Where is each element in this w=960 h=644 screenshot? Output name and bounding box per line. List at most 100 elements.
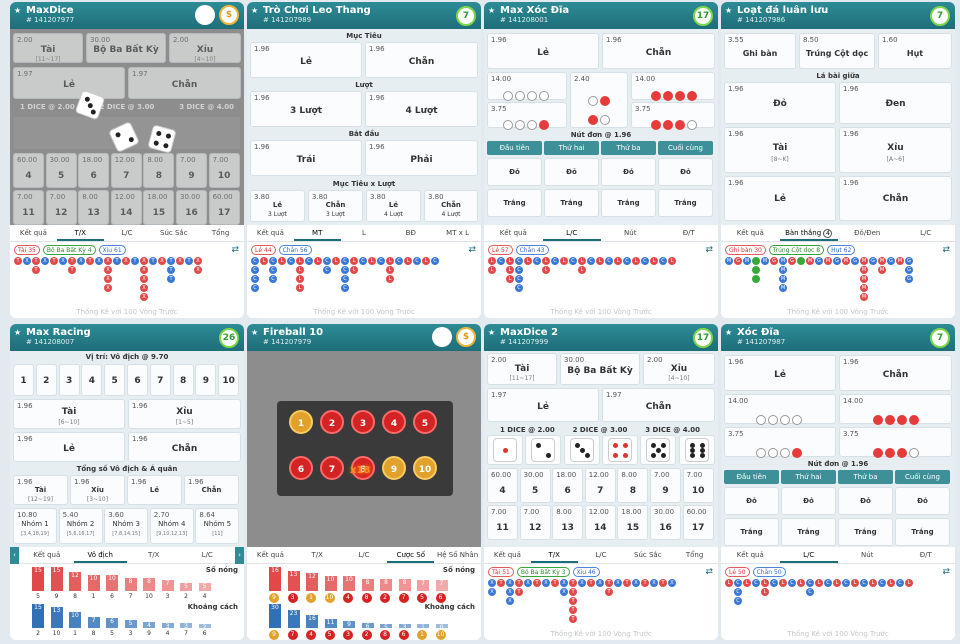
bet-3-white[interactable]: 3.75: [487, 102, 567, 130]
bet-chan[interactable]: 1.96 Chẵn: [839, 355, 952, 391]
total-bet-cell[interactable]: 30.00 16: [650, 505, 681, 540]
total-bet-cell[interactable]: 60.00 17: [208, 190, 240, 225]
bet-trang-cell[interactable]: Trắng: [544, 189, 599, 217]
chevron-left-icon[interactable]: ‹: [10, 547, 19, 564]
swap-icon[interactable]: ⇄: [231, 245, 239, 255]
bet-4-white[interactable]: 14.00: [487, 72, 567, 101]
champion-number-bet[interactable]: 9: [195, 364, 217, 396]
position-tab[interactable]: Đầu tiên: [487, 141, 542, 155]
total-bet-cell[interactable]: 7.00 10: [208, 153, 240, 188]
tab-total[interactable]: Tổng: [685, 551, 704, 559]
star-icon[interactable]: ★: [251, 328, 259, 337]
bet-trang-cell[interactable]: Trắng: [838, 518, 893, 546]
star-icon[interactable]: ★: [14, 328, 22, 337]
bet-chan[interactable]: 1.96 Chẵn: [128, 432, 241, 462]
tab-nut[interactable]: Nút: [624, 229, 637, 237]
group-bet-cell[interactable]: 5.40 Nhóm 2 [5,6,16,17]: [58, 508, 103, 544]
star-icon[interactable]: ★: [488, 6, 496, 15]
bet-le[interactable]: 1.96 Lẻ: [13, 432, 125, 462]
bet-do-cell[interactable]: Đỏ: [487, 158, 542, 186]
tab-tx[interactable]: T/X: [148, 551, 160, 559]
bet-le[interactable]: 1.97 Lẻ: [487, 388, 599, 422]
total-bet-cell[interactable]: 7.00 11: [487, 505, 518, 540]
game-card-xoc-dia[interactable]: ★ Xóc Đĩa # 141207987 7 1.96 Lẻ 1.96 Chẵn …: [721, 324, 955, 640]
bet-den[interactable]: 1.96 Đen: [839, 82, 952, 124]
tab-results[interactable]: Kết quả: [736, 229, 764, 237]
tab-results[interactable]: Kết quả: [256, 229, 284, 237]
bet-phai[interactable]: 1.96 Phải: [365, 140, 478, 176]
bet-trang-cell[interactable]: Trắng: [601, 189, 656, 217]
coin-icon[interactable]: $: [456, 327, 476, 347]
total-bet-cell[interactable]: 30.00 5: [45, 153, 77, 188]
game-card-maxdice-2[interactable]: ★ MaxDice 2 # 141207999 17 2.00 Tài [11~17…: [484, 324, 718, 640]
bet-3-red[interactable]: 3.75: [839, 427, 952, 458]
bet-do-cell[interactable]: Đỏ: [781, 487, 836, 515]
swap-icon[interactable]: ⇄: [705, 245, 713, 255]
champion-number-bet[interactable]: 3: [58, 364, 80, 396]
bet-trang-cell[interactable]: Trắng: [487, 189, 542, 217]
total-bet-cell[interactable]: 60.00 17: [682, 505, 714, 540]
bet-any-triple[interactable]: 30.00 Bộ Ba Bất Kỳ: [86, 33, 166, 63]
bet-chan[interactable]: 1.96 Chẵn: [602, 33, 715, 69]
bet-3-luot[interactable]: 1.96 3 Lượt: [250, 91, 362, 127]
tab-dt[interactable]: Đ/T: [682, 229, 695, 237]
tab-lc[interactable]: L/C: [121, 229, 133, 237]
total-bet-cell[interactable]: 7.00 9: [176, 153, 207, 188]
bet-do-cell[interactable]: Đỏ: [838, 487, 893, 515]
total-bet-cell[interactable]: 30.00 5: [519, 468, 551, 503]
tab-lc[interactable]: L/C: [358, 551, 370, 559]
total-bet-cell[interactable]: 12.00 7: [584, 468, 616, 503]
bet-le[interactable]: 1.96 Lẻ: [724, 355, 836, 391]
game-card-max-racing[interactable]: ★ Max Racing # 141208007 26 Vị trí: Vô đ…: [10, 324, 244, 640]
position-tab[interactable]: Thứ hai: [544, 141, 599, 155]
star-icon[interactable]: ★: [725, 328, 733, 337]
dice-bet-cell[interactable]: [487, 435, 523, 465]
bet-3-red[interactable]: 3.75: [631, 102, 715, 130]
dice-bet-cell[interactable]: [640, 435, 677, 465]
bet-trai[interactable]: 1.96 Trái: [250, 140, 362, 176]
sum-bet-cell[interactable]: 1.96 Xỉu [3~10]: [70, 475, 125, 505]
tab-bd[interactable]: BĐ: [405, 229, 416, 237]
bet-trung-cot-doc[interactable]: 8.50 Trúng Cột dọc: [799, 33, 875, 69]
bet-do-cell[interactable]: Đỏ: [895, 487, 950, 515]
bet-hut[interactable]: 1.60 Hụt: [878, 33, 952, 69]
star-icon[interactable]: ★: [725, 6, 733, 15]
group-bet-cell[interactable]: 3.60 Nhóm 3 [7,8,14,15]: [104, 508, 149, 544]
total-bet-cell[interactable]: 18.00 6: [552, 468, 584, 503]
bet-4-red[interactable]: 14.00: [631, 72, 715, 101]
tab-cuoc-so[interactable]: Cược Số: [387, 547, 435, 563]
tab-ban-thang[interactable]: Bàn thắng 4: [779, 225, 838, 241]
tab-tx[interactable]: T/X: [530, 547, 578, 563]
bet-do-cell[interactable]: Đỏ: [544, 158, 599, 186]
star-icon[interactable]: ★: [14, 6, 22, 15]
total-bet-cell[interactable]: 8.00 13: [552, 505, 584, 540]
bet-xiu[interactable]: 1.96 Xỉu [A~6]: [839, 127, 952, 173]
bet-combo[interactable]: 3.80 Chẵn 4 Lượt: [424, 190, 478, 222]
bet-combo[interactable]: 3.80 Chẵn 3 Lượt: [308, 190, 363, 222]
tab-do-den[interactable]: Đỏ/Đen: [854, 229, 881, 237]
total-bet-cell[interactable]: 7.00 12: [519, 505, 551, 540]
champion-number-bet[interactable]: 7: [149, 364, 171, 396]
position-tab[interactable]: Cuối cùng: [895, 470, 950, 484]
total-bet-cell[interactable]: 8.00 8: [143, 153, 175, 188]
game-card-penalty[interactable]: ★ Loạt đá luân lưu # 141207986 7 3.55 Ghi…: [721, 2, 955, 318]
dice-bet-cell[interactable]: [678, 435, 715, 465]
total-bet-cell[interactable]: 7.00 10: [682, 468, 714, 503]
position-tab[interactable]: Thứ ba: [838, 470, 893, 484]
chevron-right-icon[interactable]: ›: [235, 547, 244, 564]
tab-dice[interactable]: Súc Sắc: [160, 229, 188, 237]
swap-icon[interactable]: ⇄: [942, 567, 950, 577]
champion-number-bet[interactable]: 2: [35, 364, 57, 396]
tab-nut[interactable]: Nút: [861, 551, 874, 559]
champion-number-bet[interactable]: 6: [127, 364, 148, 396]
champion-number-bet[interactable]: 10: [218, 364, 240, 396]
tab-lc[interactable]: L/C: [920, 229, 932, 237]
bet-le[interactable]: 1.96 Lẻ: [487, 33, 599, 69]
bet-combo[interactable]: 3.80 Lẻ 4 Lượt: [366, 190, 421, 222]
tab-results[interactable]: Kết quả: [499, 229, 527, 237]
star-icon[interactable]: ★: [488, 328, 496, 337]
bet-xiu[interactable]: 2.00 Xỉu [4~10]: [169, 33, 241, 63]
star-icon[interactable]: ★: [251, 6, 259, 15]
tab-tx[interactable]: T/X: [56, 225, 104, 241]
position-tab[interactable]: Thứ hai: [781, 470, 836, 484]
